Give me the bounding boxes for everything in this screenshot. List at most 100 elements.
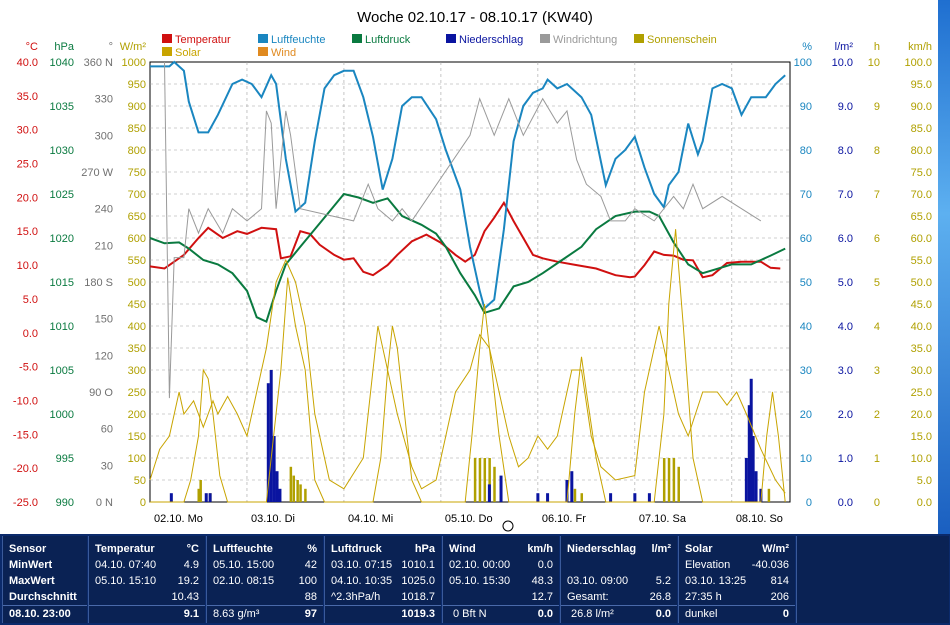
axis-tick-label: 35.0: [17, 91, 38, 103]
legend-label: Windrichtung: [553, 34, 617, 46]
axis-unit: %: [802, 41, 812, 53]
axis-tick-label: -20.0: [13, 463, 38, 475]
sunshine-bar: [199, 480, 202, 502]
axis-tick-label: -5.0: [19, 362, 38, 374]
min-label: MinWert: [9, 559, 53, 571]
axis-tick-label: 300: [128, 365, 146, 377]
axis-tick-label: 1000: [122, 57, 146, 69]
axis-tick-label: 1020: [50, 233, 74, 245]
legend-label: Luftdruck: [365, 34, 411, 46]
sunshine-bar: [767, 488, 771, 502]
series-wind-line: [149, 258, 786, 494]
legend-swatch: [258, 34, 268, 43]
axis-tick-label: 950: [128, 79, 146, 91]
axis-tick-label: 650: [128, 211, 146, 223]
elevation-value: -40.036: [751, 559, 789, 571]
sunshine-bar: [573, 488, 577, 502]
axis-tick-label: 7.0: [838, 189, 853, 201]
wind-min-value: 0.0: [537, 559, 553, 571]
series-luftdruck-line: [149, 192, 786, 323]
axis-tick-label: 10: [800, 453, 812, 465]
rain-bar: [204, 493, 208, 502]
humidity-current: 97: [304, 608, 317, 620]
wind-section: Wind km/h 02.10. 00:00 0.0 05.10. 15:30 …: [442, 536, 559, 623]
axis-tick-label: 10.0: [832, 57, 853, 69]
rain-total-label: Gesamt:: [567, 591, 609, 603]
axis-tick-label: 1015: [50, 277, 74, 289]
axis-tick-label: 360 N: [84, 57, 113, 69]
rain-bar: [169, 493, 173, 502]
bars: [169, 370, 771, 502]
rain-bar: [744, 458, 748, 502]
axis-tick-label: 0.0: [917, 497, 932, 509]
axis-tick-label: 300: [95, 130, 113, 142]
series-luftfeuchte-line: [150, 60, 786, 311]
axis-tick-label: 1.0: [838, 453, 853, 465]
pressure-section: Luftdruck hPa 03.10. 07:15 1010.1 04.10.…: [324, 536, 441, 623]
axis-tick-label: 1: [874, 453, 880, 465]
axis-tick-label: 240: [95, 204, 113, 216]
axis-tick-label: 40.0: [17, 57, 38, 69]
wind-average: 12.7: [531, 591, 553, 603]
x-tick-label: 02.10. Mo: [154, 513, 203, 525]
axis-tick-label: 900: [128, 101, 146, 113]
axis-tick-label: 600: [128, 233, 146, 245]
sunshine-bar: [672, 458, 676, 502]
rain-bar: [754, 471, 758, 502]
scroll-handle-icon[interactable]: [502, 520, 514, 532]
wind-max-time: 05.10. 15:30: [449, 575, 511, 587]
rain-bar: [749, 378, 753, 502]
axis-tick-label: 90.0: [911, 101, 932, 113]
axis-tick-label: 10.0: [911, 453, 932, 465]
pressure-min-time: 03.10. 07:15: [331, 559, 393, 571]
axis-tick-label: 60: [800, 233, 812, 245]
axis-tick-label: 5.0: [23, 294, 38, 306]
sunshine-bar: [299, 484, 302, 502]
axis-tick-label: -15.0: [13, 429, 38, 441]
axis-tick-label: 80: [800, 145, 812, 157]
rain-bar: [269, 370, 273, 502]
sunshine-bar: [473, 458, 477, 502]
sunshine-bar: [580, 493, 584, 502]
solar-max-value: 814: [770, 575, 789, 587]
axis-tick-label: 250: [128, 387, 146, 399]
axis-unit: W/m²: [120, 41, 147, 53]
axis-tick-label: 1030: [50, 145, 74, 157]
rain-bar: [570, 471, 574, 502]
solar-section: Solar W/m² Elevation -40.036 03.10. 13:2…: [678, 536, 795, 623]
rain-bar: [487, 484, 491, 502]
x-tick-label: 06.10. Fr: [542, 513, 586, 525]
axis-tick-label: 2: [874, 409, 880, 421]
axis-tick-label: 1025: [50, 189, 74, 201]
temperature-title: Temperatur: [95, 543, 155, 555]
temperature-average: 10.43: [171, 591, 199, 603]
wind-title: Wind: [449, 543, 476, 555]
axis-tick-label: 30.0: [911, 365, 932, 377]
sunshine-bar: [483, 458, 487, 502]
axis-tick-label: 990: [56, 497, 74, 509]
axis-tick-label: 65.0: [911, 211, 932, 223]
rain-title: Niederschlag: [567, 543, 637, 555]
sunshine-bar: [296, 480, 299, 502]
temperature-max-value: 19.2: [177, 575, 199, 587]
rain-max-value: 5.2: [655, 575, 671, 587]
axis-tick-label: 1035: [50, 101, 74, 113]
solar-max-time: 03.10. 13:25: [685, 575, 747, 587]
axis-tick-label: 200: [128, 409, 146, 421]
rain-bar: [609, 493, 613, 502]
axis-tick-label: 270 W: [81, 167, 113, 179]
axis-tick-label: 100: [128, 453, 146, 465]
pressure-trend: ^2.3hPa/h: [331, 591, 381, 603]
axis-tick-label: 0: [140, 497, 146, 509]
wind-unit: km/h: [527, 543, 553, 555]
humidity-average: 88: [304, 591, 317, 603]
sunshine-hours: 27:35 h: [685, 591, 722, 603]
wind-beaufort: 0 Bft N: [453, 608, 487, 620]
axis-tick-label: 180 S: [84, 277, 113, 289]
axis-tick-label: 8: [874, 145, 880, 157]
axis-tick-label: 40.0: [911, 321, 932, 333]
axis-tick-label: 1000: [50, 409, 74, 421]
humidity-section: Luftfeuchte % 05.10. 15:00 42 02.10. 08:…: [206, 536, 323, 623]
axes: °C40.035.030.025.020.015.010.05.00.0-5.0…: [13, 41, 932, 509]
axis-tick-label: 20.0: [17, 192, 38, 204]
